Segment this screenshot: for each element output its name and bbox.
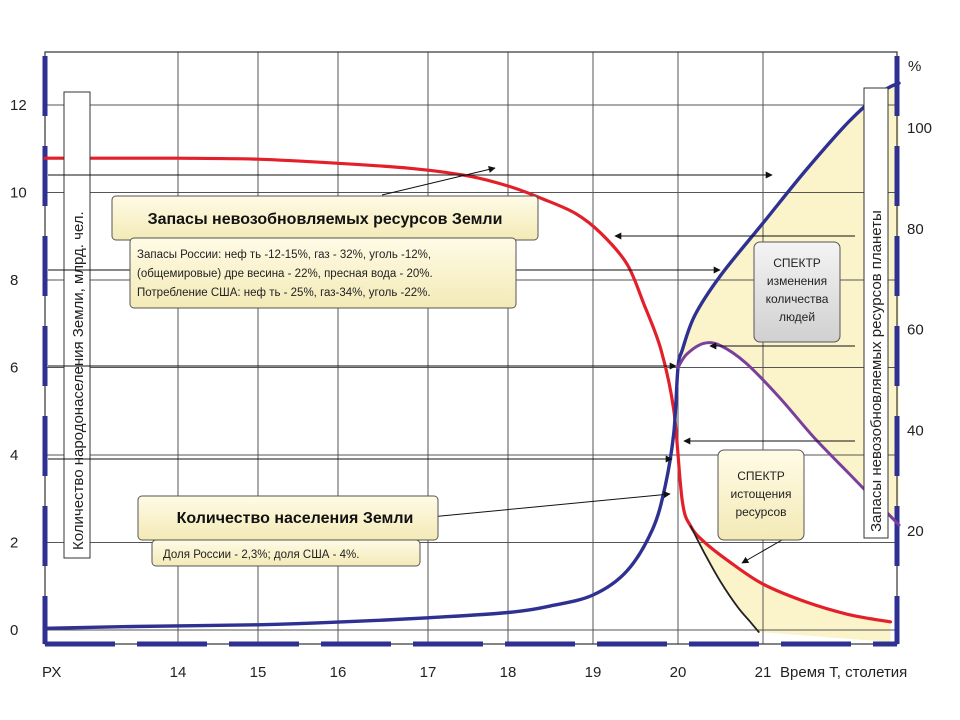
- spectrum-resources-line: [689, 525, 760, 633]
- y-tick-label-left: 6: [10, 360, 18, 377]
- spectrum-people-line: [676, 341, 901, 527]
- y-tick-label-right: 80: [907, 221, 924, 238]
- x-tick-label: 21: [755, 664, 772, 681]
- resources-notes-box: Запасы России: неф ть -12-15%, газ - 32%…: [129, 237, 517, 309]
- resources-line: [43, 156, 893, 624]
- spectrum-resources-box: СПЕКТР истощения ресурсов: [717, 449, 805, 541]
- x-tick-label: 18: [500, 664, 517, 681]
- x-tick-label: 19: [585, 664, 602, 681]
- x-tick-label: 14: [170, 664, 187, 681]
- y-tick-label-left: 10: [10, 185, 27, 202]
- resources-title: Запасы невозобновляемых ресурсов Земли: [148, 211, 503, 228]
- right-axis-label: Запасы невозобновляемых ресурсов планеты: [863, 87, 889, 539]
- population-title: Количество населения Земли: [177, 510, 414, 527]
- resources-note-2: (общемировые) дре весина - 22%, пресная …: [137, 268, 433, 280]
- spectrum-people-line-1: СПЕКТР: [773, 256, 821, 270]
- population-title-box: Количество населения Земли: [137, 495, 439, 541]
- y-tick-label-left: 4: [10, 447, 18, 464]
- ylabel-left: Количество народонаселения Земли, млрд. …: [70, 211, 87, 550]
- ylabel-right: Запасы невозобновляемых ресурсов планеты: [868, 210, 885, 532]
- spectrum-people-line-3: количества: [766, 292, 829, 306]
- x-tick-label: 17: [420, 664, 437, 681]
- y-tick-label-left: 8: [10, 272, 18, 289]
- xlabel: Время Т, столетия: [780, 664, 907, 681]
- spectrum-people-box: СПЕКТР изменения количества людей: [753, 241, 841, 343]
- resources-title-box: Запасы невозобновляемых ресурсов Земли: [111, 195, 539, 241]
- population-line: [43, 81, 901, 630]
- x-tick-label: 16: [330, 664, 347, 681]
- y-tick-label-left: 0: [10, 622, 18, 639]
- spectrum-resources-line-2: истощения: [731, 487, 792, 501]
- y-tick-label-right: 20: [907, 523, 924, 540]
- y-tick-label-left: 12: [10, 97, 27, 114]
- resources-note-1: Запасы России: неф ть -12-15%, газ - 32%…: [137, 249, 431, 261]
- spectrum-people-line-2: изменения: [767, 274, 827, 288]
- population-note-box: Доля России - 2,3%; доля США - 4%.: [151, 539, 421, 567]
- x-tick-label: 20: [670, 664, 687, 681]
- xlabel-left: РХ: [42, 664, 61, 681]
- y-tick-label-right: 100: [907, 120, 932, 137]
- spectrum-people-line-4: людей: [779, 310, 815, 324]
- spectrum-resources-line-3: ресурсов: [735, 505, 786, 519]
- x-tick-label: 15: [250, 664, 267, 681]
- left-axis-label: Количество народонаселения Земли, млрд. …: [63, 91, 91, 559]
- spectrum-resources-line-1: СПЕКТР: [737, 469, 785, 483]
- y-tick-label-right: 60: [907, 322, 924, 339]
- resources-note-3: Потребление США: неф ть - 25%, газ-34%, …: [137, 287, 431, 299]
- y-tick-label-left: 2: [10, 535, 18, 552]
- y-tick-label-right: 40: [907, 422, 924, 439]
- y-unit-right: %: [908, 58, 921, 75]
- population-note: Доля России - 2,3%; доля США - 4%.: [163, 549, 359, 561]
